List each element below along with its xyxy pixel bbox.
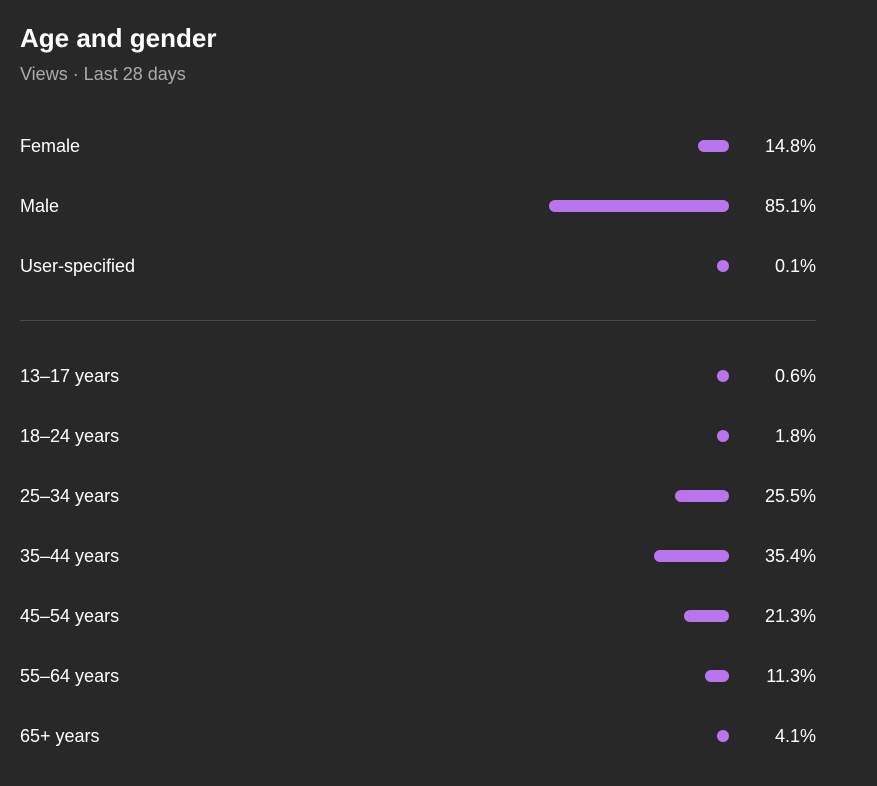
row-label: User-specified	[20, 256, 136, 276]
value-label: 85.1%	[764, 196, 816, 216]
card-title: Age and gender	[20, 23, 217, 53]
value-label: 14.8%	[764, 136, 816, 156]
bar	[549, 200, 729, 212]
value-label: 0.1%	[774, 256, 816, 276]
bar	[717, 260, 729, 272]
row-label: 35–44 years	[20, 546, 120, 566]
row-label: Male	[20, 196, 60, 216]
row-label: 18–24 years	[20, 426, 120, 446]
row-label: Female	[20, 136, 81, 156]
row-label: 55–64 years	[20, 666, 120, 686]
value-label: 1.8%	[774, 426, 816, 446]
value-label: 21.3%	[764, 606, 816, 626]
bar	[697, 140, 729, 152]
value-label: 4.1%	[774, 726, 816, 746]
bar	[654, 550, 729, 562]
bar	[717, 730, 729, 742]
row-label: 65+ years	[20, 726, 100, 746]
value-label: 25.5%	[764, 486, 816, 506]
bar	[717, 370, 729, 382]
value-label: 11.3%	[766, 666, 816, 686]
bar	[705, 670, 729, 682]
row-label: 25–34 years	[20, 486, 120, 506]
value-label: 35.4%	[764, 546, 816, 566]
card-subtitle: Views · Last 28 days	[20, 64, 186, 84]
row-label: 13–17 years	[20, 366, 120, 386]
row-label: 45–54 years	[20, 606, 120, 626]
bar	[717, 430, 729, 442]
value-label: 0.6%	[774, 366, 816, 386]
bar	[675, 490, 729, 502]
bar	[684, 610, 729, 622]
divider	[20, 320, 816, 321]
